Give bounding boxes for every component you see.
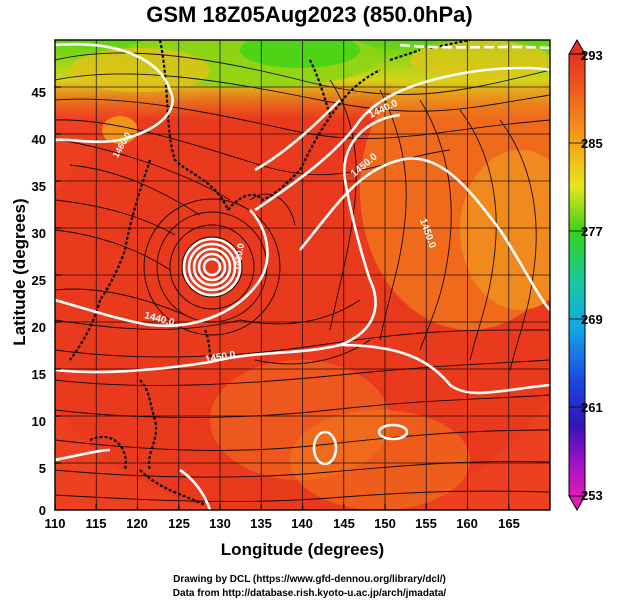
x-tick-label: 150	[374, 516, 396, 531]
credit-data-source: Data from http://database.rish.kyoto-u.a…	[172, 588, 447, 599]
colorbar-tick-label: 293	[581, 48, 603, 63]
x-tick-label: 115	[85, 516, 107, 531]
colorbar-tick-label: 253	[581, 488, 603, 503]
x-tick-label: 125	[168, 516, 190, 531]
x-tick-label: 135	[250, 516, 272, 531]
x-tick-label: 165	[498, 516, 520, 531]
y-tick-label: 5	[38, 461, 46, 476]
x-tick-label: 155	[415, 516, 437, 531]
x-tick-label: 130	[209, 516, 231, 531]
y-tick-label: 20	[31, 320, 46, 335]
y-tick-label: 25	[31, 273, 46, 288]
x-tick-label: 110	[44, 516, 66, 531]
colorbar	[568, 38, 586, 512]
height-contours	[55, 42, 550, 510]
y-tick-label: 45	[31, 85, 46, 100]
wind-streamlines	[55, 52, 550, 502]
x-tick-label: 145	[333, 516, 355, 531]
y-tick-label: 40	[31, 132, 46, 147]
axis-tick-marks	[54, 86, 510, 510]
y-tick-label: 15	[31, 367, 46, 382]
x-tick-label: 160	[456, 516, 478, 531]
colorbar-tick-label: 285	[581, 136, 603, 151]
colorbar-tick-label: 277	[581, 224, 603, 239]
y-tick-label: 30	[31, 226, 46, 241]
credit-dcl: Drawing by DCL (https://www.gfd-dennou.o…	[173, 574, 446, 585]
colorbar-tick-label: 269	[581, 312, 603, 327]
y-tick-label: 0	[38, 503, 46, 518]
y-tick-label: 35	[31, 179, 46, 194]
colorbar-tick-label: 261	[581, 400, 603, 415]
x-tick-label: 120	[126, 516, 148, 531]
x-axis-label: Longitude (degrees)	[220, 540, 385, 559]
plot-title: GSM 18Z05Aug2023 (850.0hPa)	[146, 2, 473, 27]
y-tick-label: 10	[31, 414, 46, 429]
x-tick-label: 140	[291, 516, 313, 531]
temperature-field	[55, 40, 550, 510]
